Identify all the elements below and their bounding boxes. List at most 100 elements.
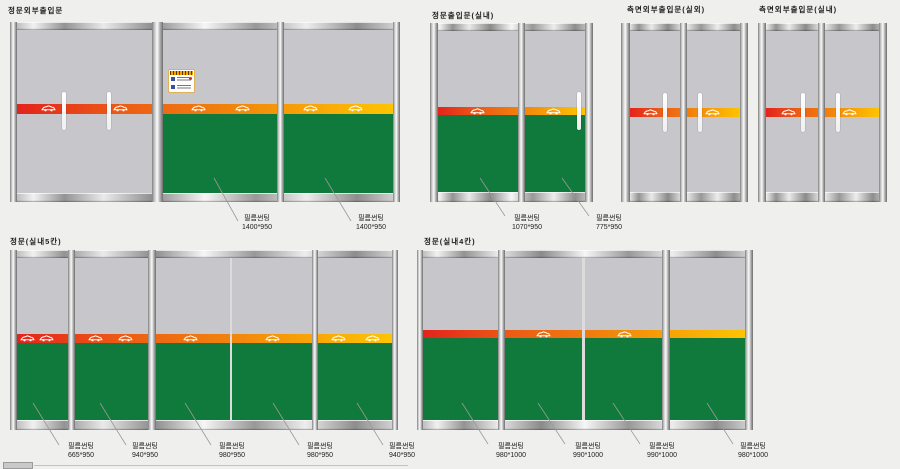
film-label-name: 필름썬팅 [514, 215, 540, 222]
film-label-size: 665*950 [67, 451, 95, 459]
sticker-header-band [170, 71, 193, 75]
door-top-rail [430, 23, 593, 31]
gradient-stripe [17, 334, 392, 343]
film-size-label: 필름썬팅 940*950 [367, 443, 437, 460]
door-stile [417, 250, 423, 430]
film-size-label: 필름썬팅 980*1000 [718, 443, 788, 460]
door-top-rail [10, 22, 400, 30]
film-label-size: 990*1000 [647, 451, 677, 459]
gradient-stripe [438, 107, 585, 115]
car-icon [643, 109, 658, 116]
car-icon [365, 335, 380, 342]
car-icon [191, 105, 206, 112]
car-icon [235, 105, 250, 112]
door-top-rail [417, 250, 753, 258]
door-stile [758, 23, 766, 202]
film-label-size: 990*1000 [573, 451, 603, 459]
door-stile [498, 250, 505, 430]
film-label-size: 980*1000 [496, 451, 526, 459]
film-label-name: 필름썬팅 [219, 443, 245, 450]
film-label-size: 1400*950 [242, 223, 272, 231]
film-label-size: 980*950 [306, 451, 334, 459]
film-label-name: 필름썬팅 [132, 443, 158, 450]
film-label-size: 940*950 [388, 451, 416, 459]
door-stile [818, 23, 825, 202]
film-size-label: 필름썬팅 990*1000 [553, 443, 623, 460]
door-handle [577, 92, 581, 130]
film-label-name: 필름썬팅 [575, 443, 601, 450]
car-icon [303, 105, 318, 112]
sticker-text-lines [177, 77, 191, 82]
sticker-text-lines [177, 85, 191, 90]
film-label-name: 필름썬팅 [68, 443, 94, 450]
film-label-name: 필름썬팅 [307, 443, 333, 450]
film-label-size: 980*1000 [738, 451, 768, 459]
door-stile [68, 250, 75, 430]
car-icon [781, 109, 796, 116]
film-size-label: 필름썬팅 775*950 [574, 215, 644, 232]
door-stile [148, 250, 156, 430]
group-title: 정문(실내5칸) [10, 237, 62, 246]
film-green-panel [163, 114, 277, 193]
door-stile [680, 23, 687, 202]
door-stile [518, 23, 525, 202]
film-label-name: 필름썬팅 [740, 443, 766, 450]
door-stile [152, 22, 163, 202]
car-icon [41, 105, 56, 112]
gradient-stripe [17, 104, 393, 114]
film-green-panel [284, 114, 393, 193]
car-icon [546, 108, 561, 115]
door-stile [740, 23, 748, 202]
film-label-name: 필름썬팅 [649, 443, 675, 450]
door-handle [663, 93, 667, 132]
film-size-label: 필름썬팅 990*1000 [627, 443, 697, 460]
door-handle [62, 92, 66, 130]
sticker-blue-square [171, 77, 175, 81]
door-top-rail [10, 250, 398, 258]
group-title: 정문(실내4칸) [424, 237, 476, 246]
door-stile [393, 22, 400, 202]
door-stile [430, 23, 438, 202]
car-icon [183, 335, 198, 342]
door-stile [585, 23, 593, 202]
cropped-next-section-box [3, 462, 33, 469]
car-icon [113, 105, 128, 112]
film-label-name: 필름썬팅 [244, 215, 270, 222]
car-icon [470, 108, 485, 115]
group-title: 정문외부출입문 [8, 6, 64, 15]
film-size-label: 필름썬팅 665*950 [46, 443, 116, 460]
door-stile [312, 250, 318, 430]
door-bottom-rail [417, 420, 753, 430]
film-label-size: 1400*950 [356, 223, 386, 231]
door-bottom-rail [430, 192, 593, 202]
film-label-name: 필름썬팅 [358, 215, 384, 222]
film-size-label: 필름썬팅 980*1000 [476, 443, 546, 460]
notice-sticker [168, 69, 195, 93]
film-size-label: 필름썬팅 980*950 [285, 443, 355, 460]
car-icon [348, 105, 363, 112]
film-size-label: 필름썬팅 980*950 [197, 443, 267, 460]
car-icon [331, 335, 346, 342]
car-icon [705, 109, 720, 116]
door-stile [745, 250, 753, 430]
car-icon [39, 335, 54, 342]
car-icon [88, 335, 103, 342]
film-green-panel [438, 115, 518, 192]
cropped-next-section-line [34, 465, 408, 466]
film-label-size: 940*950 [131, 451, 159, 459]
door-stile [662, 250, 670, 430]
door-handle [107, 92, 111, 130]
film-label-name: 필름썬팅 [596, 215, 622, 222]
sticker-blue-square [171, 85, 175, 89]
film-label-size: 775*950 [595, 223, 623, 231]
car-icon [265, 335, 280, 342]
group-title: 정문출입문(실내) [432, 11, 495, 20]
film-green-panel [525, 115, 585, 192]
car-icon [118, 335, 133, 342]
car-icon [20, 335, 35, 342]
door-stile [879, 23, 887, 202]
door-stile [392, 250, 398, 430]
door-stile [621, 23, 630, 202]
meeting-stile [230, 258, 232, 420]
